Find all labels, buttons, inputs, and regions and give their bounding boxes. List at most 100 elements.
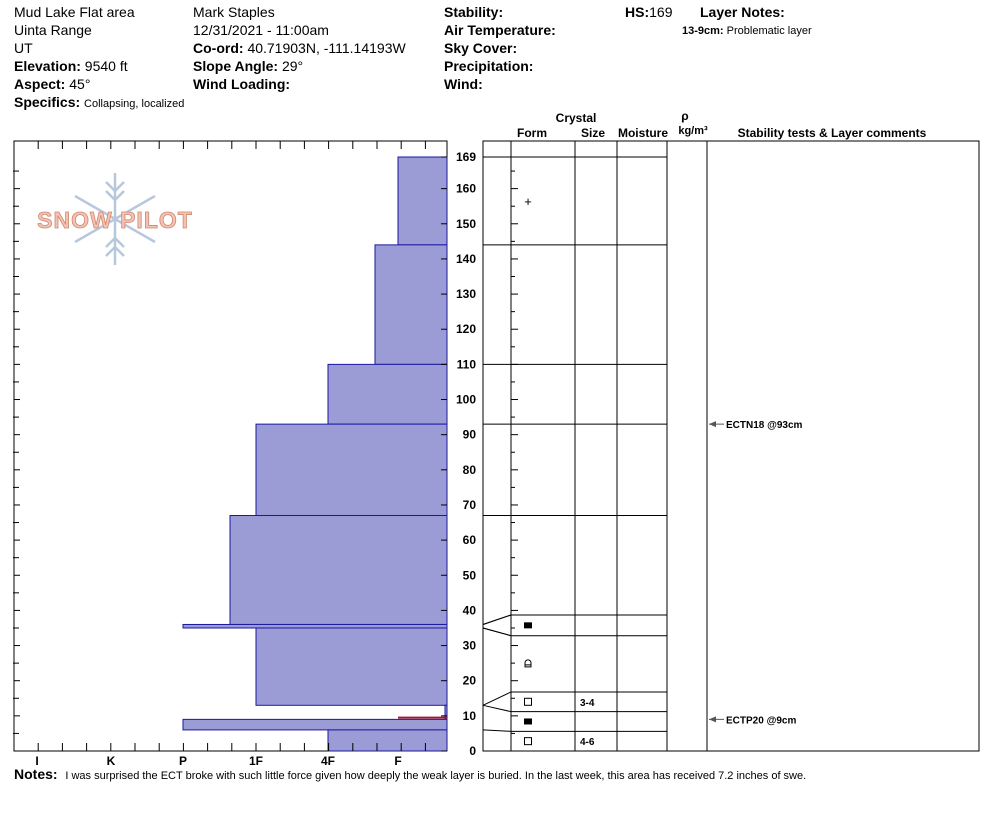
hs-value: 169	[649, 4, 673, 20]
hardness-layer-4	[229, 515, 448, 625]
connector-line-9	[482, 729, 512, 732]
depth-label-100: 100	[456, 393, 476, 407]
depth-label-90: 90	[463, 428, 477, 442]
snow-profile-chart: Crystal Form Size Moisture ρ kg/m³ Stabi…	[13, 109, 980, 768]
specifics-value: Collapsing, localized	[84, 98, 185, 110]
coord-value: 40.71903N, -111.14193W	[247, 40, 406, 56]
depth-label-50: 50	[463, 568, 477, 582]
precip-label: Precipitation:	[444, 58, 534, 74]
depth-label-120: 120	[456, 322, 476, 336]
layer-note-range: 13-9cm:	[682, 25, 724, 37]
stability-test-label-1: ECTP20 @9cm	[726, 715, 796, 726]
depth-label-70: 70	[463, 498, 477, 512]
snowpilot-logo: SNOW PILOT	[37, 173, 193, 265]
depth-label-110: 110	[457, 357, 477, 371]
depth-label-60: 60	[463, 533, 477, 547]
hardness-layer-1	[374, 244, 448, 365]
rho-header: ρ	[681, 109, 688, 123]
hs: HS:169	[625, 4, 672, 20]
coordinates: Co-ord: 40.71903N, -111.14193W	[193, 40, 406, 56]
density-unit-header: kg/m³	[678, 125, 708, 137]
moisture-header: Moisture	[618, 126, 668, 140]
size-value: 3-4	[580, 698, 595, 709]
hardness-layer-9	[327, 729, 448, 752]
depth-label-140: 140	[456, 252, 476, 266]
form-symbol-new-snow: +	[524, 194, 532, 209]
observer: Mark Staples	[193, 4, 275, 20]
comments-header: Stability tests & Layer comments	[738, 126, 927, 140]
wind-label: Wind:	[444, 76, 483, 92]
test-arrow-head-0	[709, 421, 716, 428]
form-symbol-open-square	[524, 737, 532, 746]
depth-label-30: 30	[463, 639, 477, 653]
hardness-label-K: K	[107, 754, 116, 768]
depth-label-80: 80	[463, 463, 477, 477]
connector-line-8	[482, 704, 512, 713]
logo-text: SNOW PILOT	[37, 207, 193, 233]
stability-label: Stability:	[444, 4, 504, 20]
aspect: Aspect: 45°	[14, 76, 90, 92]
stability-tests: ECTN18 @93cm ECTP20 @9cm	[709, 420, 803, 726]
sky-cover-label: Sky Cover:	[444, 40, 518, 56]
notes-label: Notes:	[14, 766, 58, 782]
form-symbol-open-square	[524, 697, 532, 706]
hardness-label-F: F	[394, 754, 401, 768]
aspect-label: Aspect:	[14, 76, 66, 92]
layers-table-frame	[482, 140, 980, 752]
hs-label: HS:	[625, 4, 650, 20]
stability-test-label-0: ECTN18 @93cm	[726, 420, 803, 431]
slope-value: 29°	[281, 58, 304, 74]
depth-label-160: 160	[456, 182, 476, 196]
connector-line-7	[482, 691, 512, 706]
size-value: 4-6	[580, 737, 595, 748]
snowflake-icon	[74, 173, 156, 265]
hardness-label-1F: 1F	[249, 754, 263, 768]
hardness-layer-2	[327, 363, 448, 425]
hardness-axis: I K P 1F 4F F	[13, 141, 426, 768]
elevation: Elevation: 9540 ft	[14, 58, 128, 74]
layer-rows: +3-4 4-6	[482, 156, 667, 748]
depth-label-0: 0	[469, 744, 476, 758]
location: Mud Lake Flat area	[14, 4, 135, 20]
wind-loading-label: Wind Loading:	[193, 76, 291, 92]
hardness-label-P: P	[179, 754, 187, 768]
specifics: Specifics: Collapsing, localized	[14, 94, 184, 112]
form-symbol-filled-square	[524, 622, 532, 629]
range: Uinta Range	[14, 22, 92, 38]
hardness-layer-3	[255, 423, 448, 517]
notes-text: I was surprised the ECT broke with such …	[65, 770, 807, 782]
connector-thin-bottom	[482, 627, 512, 637]
depth-label-169: 169	[456, 150, 476, 164]
datetime: 12/31/2021 - 11:00am	[193, 22, 329, 38]
layer-notes-label: Layer Notes:	[700, 4, 785, 20]
hardness-layers	[182, 156, 448, 752]
crystal-header: Crystal	[556, 111, 597, 125]
elevation-value: 9540 ft	[84, 58, 128, 74]
aspect-value: 45°	[69, 76, 91, 92]
specifics-label: Specifics:	[14, 94, 81, 110]
hardness-layer-6	[255, 627, 448, 706]
connector-thin-top	[482, 614, 512, 625]
depth-label-20: 20	[463, 674, 477, 688]
test-arrow-head-1	[709, 716, 716, 723]
size-header: Size	[581, 126, 605, 140]
hardness-label-4F: 4F	[321, 754, 335, 768]
depth-label-150: 150	[456, 217, 476, 231]
hardness-layer-0	[397, 156, 448, 246]
form-header: Form	[517, 126, 547, 140]
hardness-layer-8	[182, 718, 448, 731]
layer-note: 13-9cm: Problematic layer	[682, 23, 812, 39]
form-symbol-cup	[524, 659, 532, 668]
depth-axis: 0 10 20 30 40 50 60 70 80 90 100 110 120 130 140 150 160…	[13, 150, 518, 758]
coord-label: Co-ord:	[193, 40, 244, 56]
air-temp-label: Air Temperature:	[444, 22, 556, 38]
depth-label-40: 40	[463, 603, 477, 617]
hardness-label-I: I	[35, 754, 38, 768]
state: UT	[14, 40, 33, 56]
slope-label: Slope Angle:	[193, 58, 279, 74]
hardness-layer-5	[182, 623, 448, 629]
elevation-label: Elevation:	[14, 58, 81, 74]
depth-label-10: 10	[463, 709, 477, 723]
slope-angle: Slope Angle: 29°	[193, 58, 303, 74]
notes: Notes: I was surprised the ECT broke wit…	[14, 766, 806, 782]
